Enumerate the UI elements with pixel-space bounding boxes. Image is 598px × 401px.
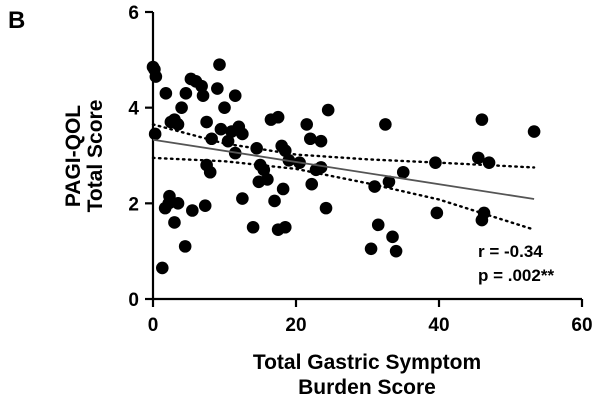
- x-axis-title: Total Gastric Symptom Burden Score: [253, 351, 481, 399]
- data-point: [179, 87, 193, 100]
- confidence-band-lower: [151, 156, 536, 231]
- data-point: [214, 122, 228, 136]
- data-point: [527, 125, 541, 138]
- correlation-r-label: r = -0.34: [478, 242, 543, 261]
- y-tick-label: 4: [128, 99, 139, 120]
- y-axis-title-line-1: PAGI-QOL: [62, 105, 85, 207]
- data-point: [218, 101, 231, 114]
- confidence-band-upper: [151, 123, 536, 169]
- data-point: [271, 110, 285, 124]
- data-point: [430, 206, 444, 220]
- data-point: [386, 230, 399, 244]
- data-point: [155, 261, 169, 275]
- y-tick-label: 0: [128, 290, 139, 311]
- regression-line: [152, 138, 535, 200]
- x-tick-label: 0: [148, 315, 159, 336]
- x-axis-title-line-1: Total Gastric Symptom: [253, 351, 481, 374]
- data-point: [236, 127, 249, 141]
- data-point: [482, 156, 496, 169]
- data-point: [196, 89, 210, 103]
- data-point: [211, 82, 224, 95]
- x-tick-label: 20: [285, 315, 306, 336]
- data-point: [314, 161, 328, 174]
- data-point: [171, 118, 185, 131]
- data-point: [163, 189, 176, 203]
- data-point: [300, 118, 314, 131]
- data-point: [175, 101, 188, 114]
- data-point: [475, 213, 489, 227]
- data-point: [168, 216, 181, 229]
- data-point: [379, 118, 392, 131]
- data-point: [305, 177, 319, 191]
- data-point: [198, 199, 212, 213]
- data-point: [200, 115, 213, 129]
- correlation-p-label: p = .002**: [478, 266, 554, 285]
- data-point: [268, 194, 281, 208]
- data-point: [368, 180, 381, 193]
- data-point: [472, 151, 485, 165]
- data-point: [429, 156, 442, 169]
- y-tick-label: 6: [128, 3, 139, 24]
- data-point: [221, 134, 235, 148]
- data-point: [276, 182, 290, 196]
- y-axis-title: PAGI-QOL Total Score: [62, 100, 107, 213]
- y-tick-label: 2: [128, 194, 139, 215]
- data-point: [382, 175, 396, 189]
- data-point: [203, 165, 217, 179]
- data-point: [149, 70, 163, 83]
- x-tick-label: 40: [428, 315, 449, 336]
- data-point: [236, 192, 249, 205]
- data-point: [195, 79, 208, 93]
- data-point: [371, 218, 385, 232]
- data-point: [250, 142, 263, 155]
- data-point: [178, 240, 192, 253]
- data-point: [389, 244, 403, 258]
- data-point: [314, 134, 328, 148]
- x-axis-title-line-2: Burden Score: [298, 376, 436, 399]
- data-point: [159, 87, 173, 100]
- y-axis-title-line-2: Total Score: [84, 100, 107, 213]
- data-point: [158, 201, 172, 215]
- data-point: [213, 58, 226, 71]
- data-point: [396, 165, 410, 179]
- data-point: [321, 103, 335, 117]
- data-point: [186, 204, 199, 217]
- panel-label: B: [8, 7, 25, 34]
- data-point: [205, 132, 218, 146]
- data-point: [261, 173, 274, 186]
- data-point: [171, 197, 185, 210]
- data-point: [246, 220, 260, 234]
- data-point: [319, 201, 333, 215]
- data-point: [228, 89, 242, 103]
- x-tick-label: 60: [571, 315, 592, 336]
- data-point: [148, 127, 162, 141]
- data-point: [278, 220, 292, 234]
- data-point: [364, 242, 378, 256]
- data-point: [475, 113, 489, 126]
- data-point: [304, 132, 317, 146]
